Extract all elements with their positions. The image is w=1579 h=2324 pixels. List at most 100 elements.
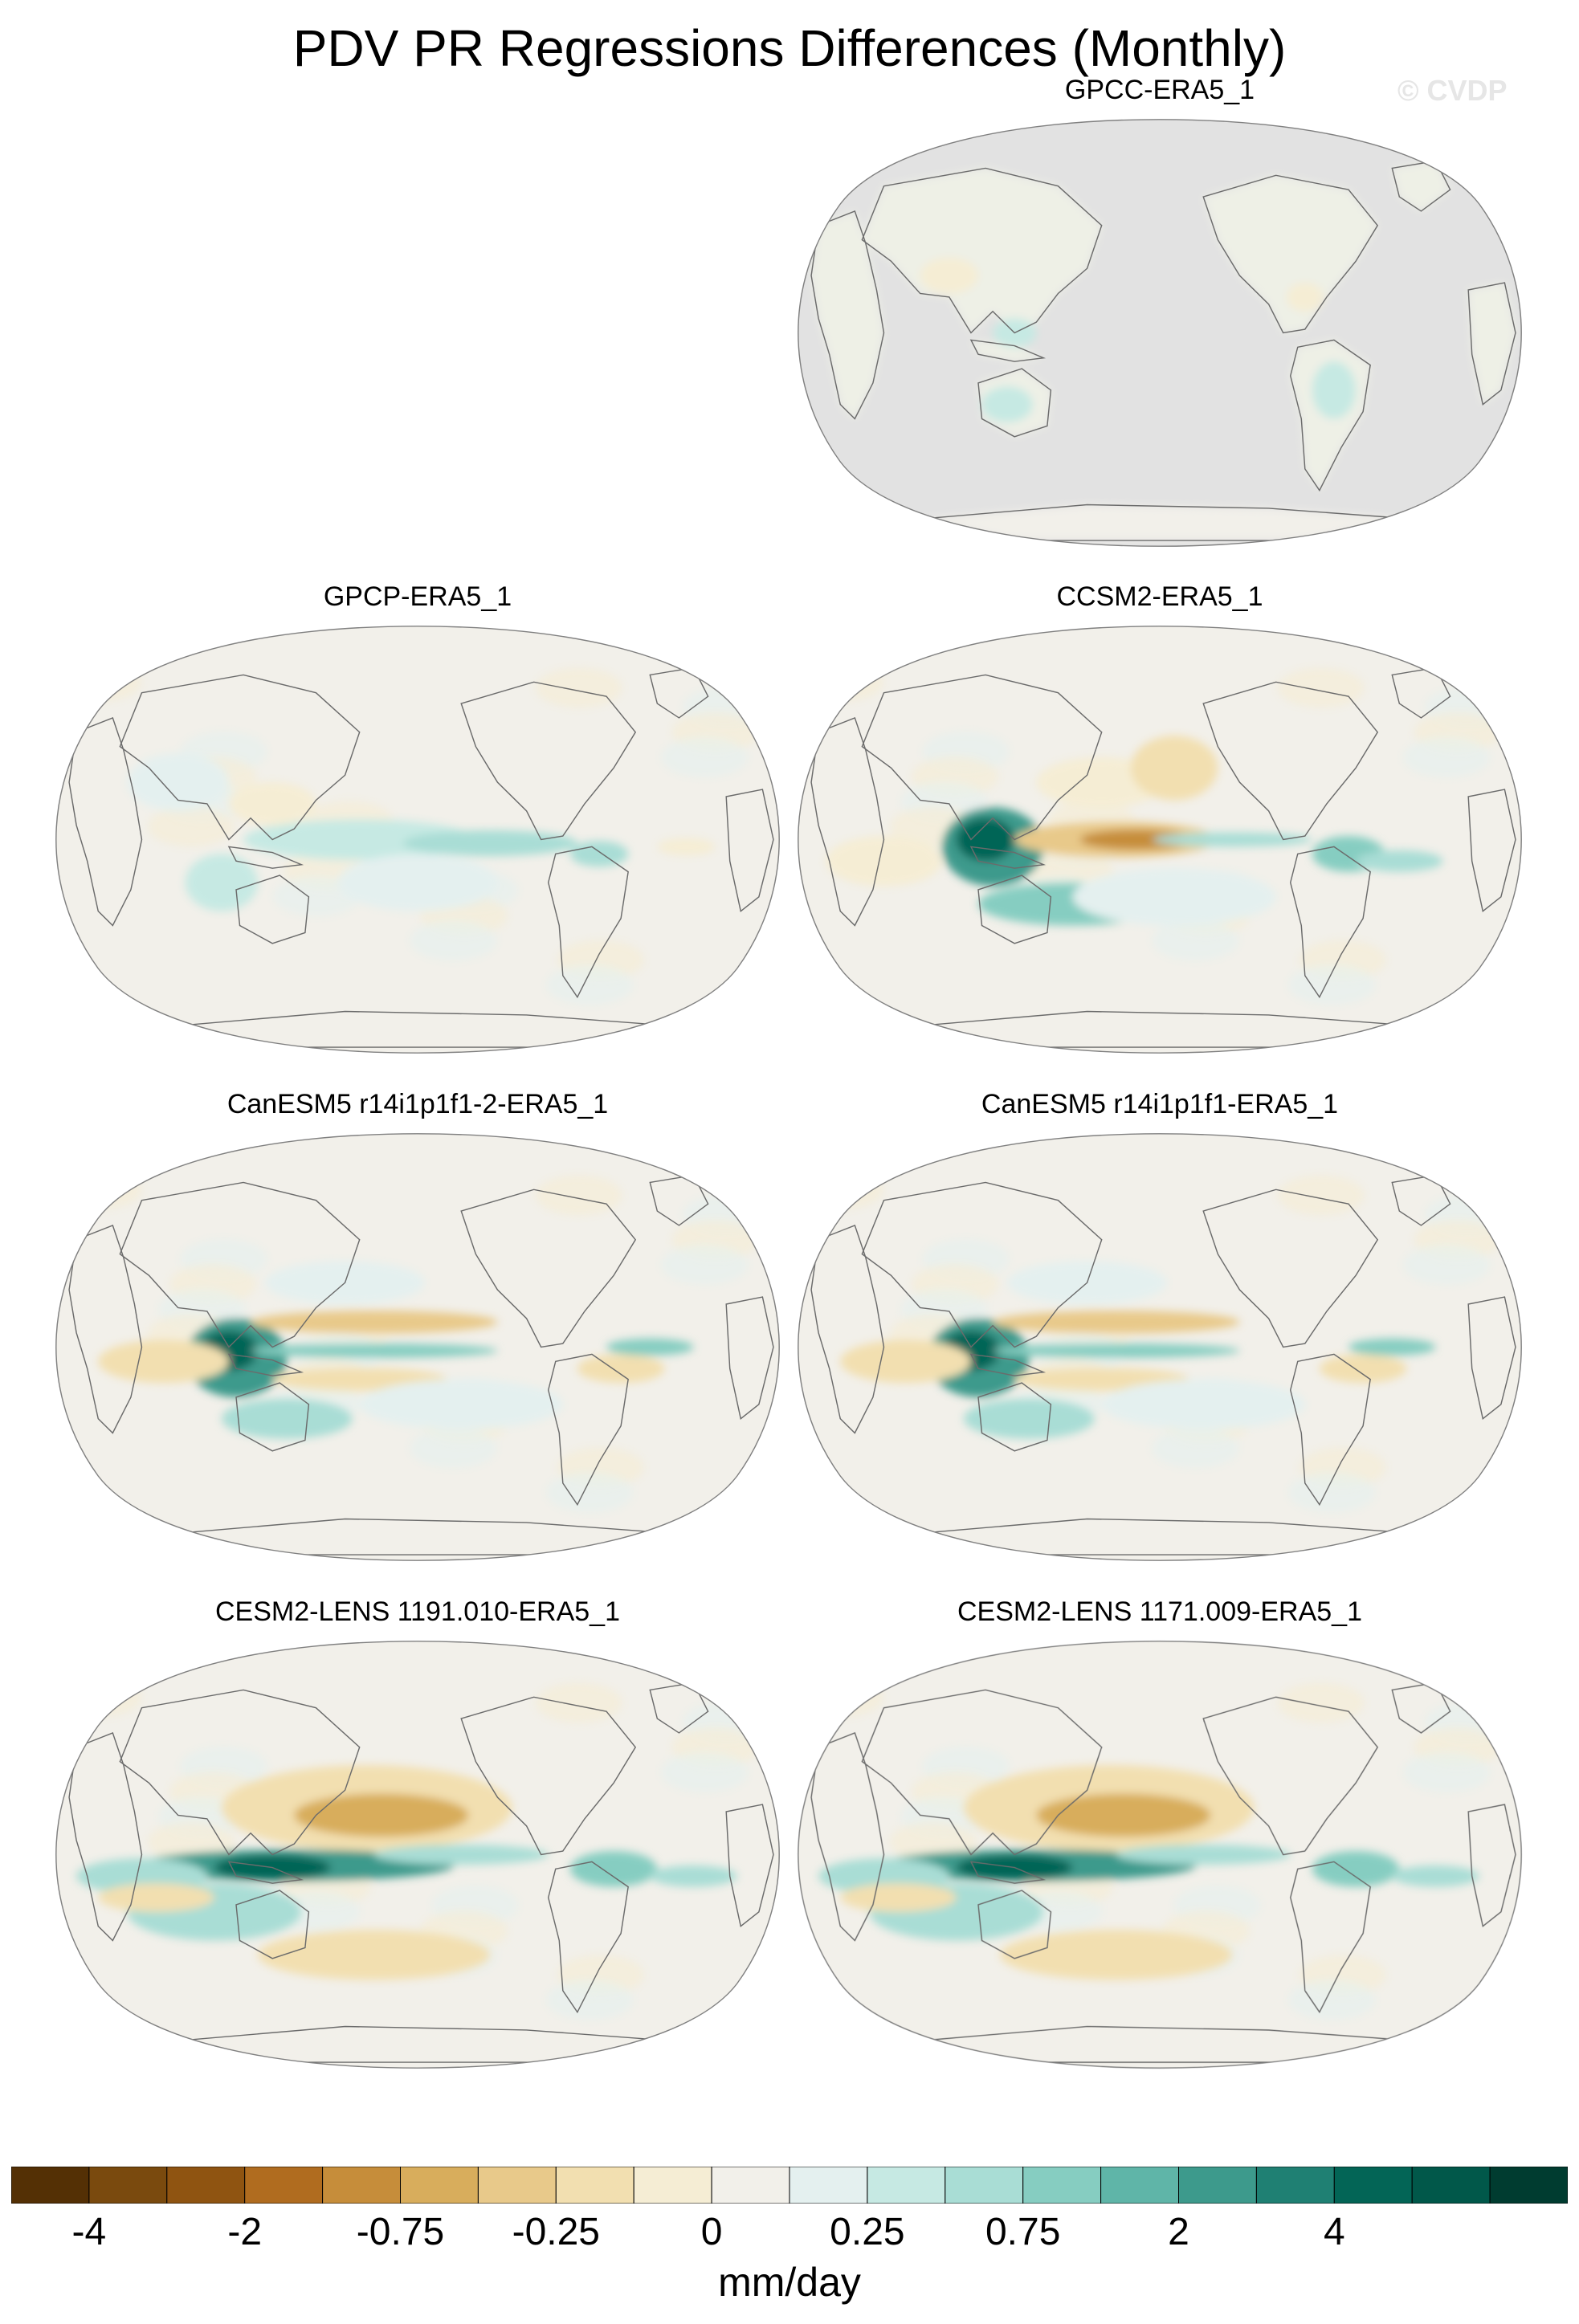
colorbar-swatch [555, 2167, 634, 2204]
anomaly-blob [1348, 1338, 1436, 1356]
anomaly-blob [657, 838, 716, 856]
colorbar-swatch [322, 2167, 402, 2204]
anomaly-blob [1319, 1354, 1407, 1384]
coastline-asia [861, 167, 1103, 334]
anomaly-blob [185, 854, 259, 911]
map-panel [55, 626, 780, 1054]
anomaly-blob [410, 1428, 497, 1469]
panel-title: GPCC-ERA5_1 [1064, 75, 1255, 105]
coastline-europe-africa [68, 716, 143, 927]
map-panel [798, 1641, 1522, 2069]
coastline-indonesia [227, 1861, 304, 1884]
anomaly-blob [147, 806, 235, 847]
anomaly-blob [993, 1343, 1240, 1358]
coastline-south-america [1289, 339, 1371, 492]
anomaly-blob [337, 854, 498, 911]
coastline-asia [861, 674, 1103, 841]
anomaly-blob [660, 736, 749, 777]
colorbar-tick-label: 0 [700, 2211, 723, 2253]
coastline-asia [861, 1689, 1103, 1856]
anomaly-blob [1152, 832, 1312, 847]
anomaly-blob [535, 1682, 622, 1723]
anomaly-blob [546, 1979, 634, 2020]
anomaly-blob [1277, 667, 1365, 708]
anomaly-blob [798, 1169, 884, 1210]
map-panel [55, 1641, 780, 2069]
colorbar-swatch [477, 2167, 557, 2204]
coastline-australia [977, 875, 1052, 944]
colorbar-tick-label: -0.25 [512, 2211, 600, 2253]
colorbar-swatch [166, 2167, 246, 2204]
coastline-australia [977, 1382, 1052, 1452]
anomaly-blob [606, 1338, 694, 1356]
coastline-south-america [547, 1353, 629, 1507]
colorbar-tick-label: -4 [71, 2211, 107, 2253]
panel-title: CanESM5 r14i1p1f1-ERA5_1 [981, 1089, 1339, 1119]
anomaly-blob [55, 662, 142, 703]
colorbar-swatch [789, 2167, 868, 2204]
colorbar-swatch [1022, 2167, 1102, 2204]
colorbar-swatch [1411, 2167, 1491, 2204]
coastline-africa-east [725, 789, 774, 912]
colorbar-tick-label: 0.25 [830, 2211, 905, 2253]
anomaly-blob [1079, 830, 1197, 850]
colorbar-swatch [633, 2167, 712, 2204]
colorbar-swatch [711, 2167, 790, 2204]
colorbar-swatch [1489, 2167, 1568, 2204]
anomaly-blob [1101, 1379, 1305, 1430]
coastline-indonesia [227, 846, 304, 869]
coastline-europe-africa [810, 1224, 885, 1434]
coastline-australia [235, 1890, 310, 1959]
anomaly-blob [1287, 283, 1324, 312]
coastline-south-america [547, 846, 629, 999]
anomaly-blob [660, 1751, 749, 1792]
anomaly-blob [1277, 1682, 1365, 1723]
figure-title: PDV PR Regressions Differences (Monthly) [292, 19, 1287, 77]
anomaly-blob [410, 920, 497, 961]
anomaly-blob [1402, 1244, 1491, 1285]
anomaly-blob [1130, 736, 1218, 801]
coastline-south-america [547, 1861, 629, 2014]
coastline-south-america [1289, 1861, 1371, 2014]
anomaly-blob [147, 1821, 235, 1862]
map-panel [798, 1133, 1522, 1561]
coastline-indonesia [969, 339, 1047, 362]
coastline-australia [977, 368, 1052, 438]
anomaly-blob [889, 1821, 977, 1862]
colorbar-tick-label: -0.75 [356, 2211, 445, 2253]
coastline-africa-east [725, 1296, 774, 1420]
anomaly-blob [1277, 1175, 1365, 1216]
anomaly-blob [1288, 964, 1376, 1005]
anomaly-blob [798, 1677, 884, 1718]
anomaly-blob [1356, 850, 1443, 872]
colorbar-swatch [945, 2167, 1024, 2204]
map-panel [798, 119, 1522, 547]
anomaly-blob [963, 1398, 1095, 1439]
coastline-north-america [1202, 1696, 1379, 1856]
coastline-south-america [1289, 846, 1371, 999]
anomaly-blob [1402, 736, 1491, 777]
anomaly-blob [1288, 1472, 1376, 1513]
coastline-north-america [1202, 681, 1379, 841]
colorbar-swatch [244, 2167, 324, 2204]
anomaly-blob [402, 830, 577, 857]
coastline-africa-east [1467, 1804, 1516, 1927]
anomaly-blob [359, 1379, 563, 1430]
colorbar-tick-label: 4 [1323, 2211, 1345, 2253]
anomaly-blob [546, 964, 634, 1005]
cvdp-watermark: © CVDP [1397, 74, 1508, 107]
coastline-australia [977, 1890, 1052, 1959]
colorbar-swatch [1255, 2167, 1335, 2204]
anomaly-blob [1312, 361, 1357, 419]
coastline-europe-africa [810, 1731, 885, 1942]
anomaly-blob [1152, 920, 1239, 961]
coastline-europe-africa [68, 1224, 143, 1434]
coastline-africa-east [1467, 282, 1516, 406]
anomaly-blob [258, 1930, 491, 1980]
anomaly-blob [251, 1343, 498, 1358]
coastline-africa-east [1467, 789, 1516, 912]
panel-title: CanESM5 r14i1p1f1-2-ERA5_1 [226, 1089, 609, 1119]
coastline-asia [119, 1181, 361, 1348]
colorbar-swatch [88, 2167, 168, 2204]
